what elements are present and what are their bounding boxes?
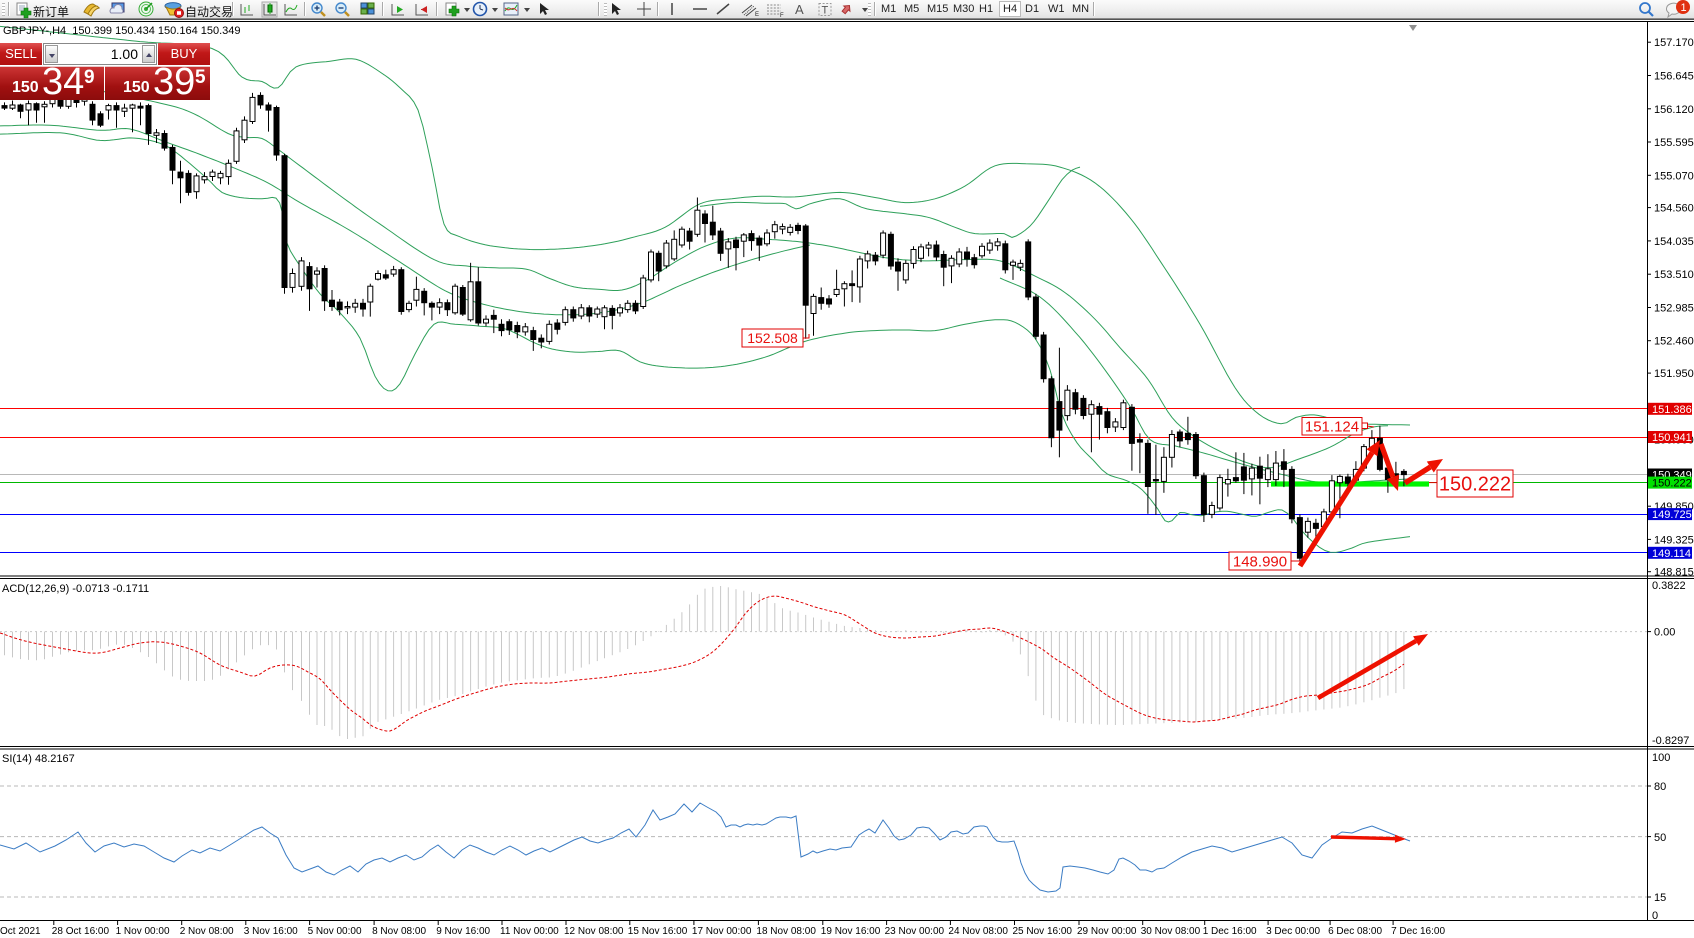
svg-text:7 Dec 16:00: 7 Dec 16:00	[1391, 926, 1445, 937]
svg-text:148.990: 148.990	[1233, 553, 1287, 570]
svg-text:15 Nov 16:00: 15 Nov 16:00	[628, 926, 688, 937]
svg-text:156.120: 156.120	[1654, 104, 1694, 116]
svg-text:0.00: 0.00	[1654, 627, 1675, 639]
svg-text:28 Oct 16:00: 28 Oct 16:00	[52, 926, 110, 937]
svg-text:18 Nov 08:00: 18 Nov 08:00	[756, 926, 816, 937]
svg-text:1 Dec 16:00: 1 Dec 16:00	[1203, 926, 1257, 937]
svg-text:15: 15	[1654, 892, 1666, 904]
svg-text:151.124: 151.124	[1305, 419, 1359, 436]
svg-text:12 Nov 08:00: 12 Nov 08:00	[564, 926, 624, 937]
svg-text:SI(14) 48.2167: SI(14) 48.2167	[2, 753, 75, 765]
svg-text:153.510: 153.510	[1654, 269, 1694, 281]
svg-text:17 Nov 00:00: 17 Nov 00:00	[692, 926, 752, 937]
svg-text:3 Dec 00:00: 3 Dec 00:00	[1266, 926, 1320, 937]
svg-text:A: A	[795, 2, 804, 17]
svg-text:0.3822: 0.3822	[1652, 580, 1686, 592]
svg-text:F: F	[780, 13, 784, 19]
svg-text:1: 1	[1681, 2, 1687, 14]
svg-text:155.595: 155.595	[1654, 137, 1694, 149]
svg-text:156.645: 156.645	[1654, 71, 1694, 83]
svg-text:157.170: 157.170	[1654, 37, 1694, 49]
svg-text:50: 50	[1654, 832, 1666, 844]
svg-text:150.941: 150.941	[1652, 432, 1692, 444]
svg-text:24 Nov 08:00: 24 Nov 08:00	[948, 926, 1008, 937]
svg-text:6 Dec 08:00: 6 Dec 08:00	[1328, 926, 1382, 937]
svg-text:152.508: 152.508	[747, 330, 798, 346]
svg-text:5 Nov 00:00: 5 Nov 00:00	[308, 926, 362, 937]
svg-text:149.325: 149.325	[1654, 534, 1694, 546]
svg-text:152.985: 152.985	[1654, 303, 1694, 315]
svg-text:T: T	[822, 5, 829, 17]
svg-text:-0.8297: -0.8297	[1652, 735, 1689, 747]
svg-text:30 Nov 08:00: 30 Nov 08:00	[1141, 926, 1201, 937]
svg-text:9 Nov 16:00: 9 Nov 16:00	[436, 926, 490, 937]
svg-text:8 Nov 08:00: 8 Nov 08:00	[372, 926, 426, 937]
svg-text:150.222: 150.222	[1439, 474, 1511, 496]
svg-text:154.560: 154.560	[1654, 203, 1694, 215]
svg-text:19 Nov 16:00: 19 Nov 16:00	[821, 926, 881, 937]
svg-text:E: E	[755, 12, 759, 18]
svg-text:GBPJPY-,H4 150.399 150.434 15: GBPJPY-,H4 150.399 150.434 150.164 150.3…	[3, 25, 241, 37]
svg-text:155.070: 155.070	[1654, 170, 1694, 182]
svg-text:23 Nov 00:00: 23 Nov 00:00	[885, 926, 945, 937]
svg-text:2 Nov 08:00: 2 Nov 08:00	[180, 926, 234, 937]
svg-text:Oct 2021: Oct 2021	[0, 926, 41, 937]
svg-text:25 Nov 16:00: 25 Nov 16:00	[1013, 926, 1073, 937]
svg-text:152.460: 152.460	[1654, 336, 1694, 348]
svg-text:29 Nov 00:00: 29 Nov 00:00	[1077, 926, 1137, 937]
svg-text:1 Nov 00:00: 1 Nov 00:00	[116, 926, 170, 937]
svg-text:0: 0	[1652, 910, 1658, 922]
svg-text:100: 100	[1652, 752, 1670, 764]
svg-text:80: 80	[1654, 781, 1666, 793]
svg-text:151.386: 151.386	[1652, 404, 1692, 416]
svg-text:3 Nov 16:00: 3 Nov 16:00	[244, 926, 298, 937]
svg-text:151.950: 151.950	[1654, 368, 1694, 380]
svg-text:11 Nov 00:00: 11 Nov 00:00	[500, 926, 559, 937]
svg-text:ACD(12,26,9) -0.0713 -0.1711: ACD(12,26,9) -0.0713 -0.1711	[2, 583, 149, 595]
svg-text:149.725: 149.725	[1652, 509, 1692, 521]
svg-text:149.114: 149.114	[1652, 548, 1691, 560]
svg-text:150.222: 150.222	[1652, 478, 1692, 490]
svg-text:154.035: 154.035	[1654, 236, 1694, 248]
svg-text:148.815: 148.815	[1654, 567, 1694, 579]
